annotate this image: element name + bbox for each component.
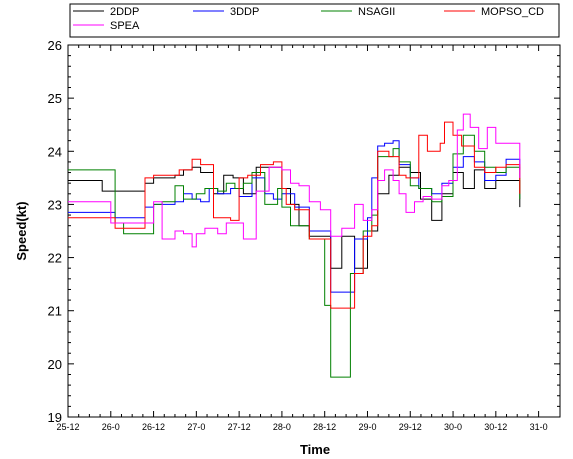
- series-line-mopso-cd: [68, 121, 521, 309]
- x-tick-label: 29-0: [358, 422, 376, 432]
- legend-items: 2DDP 3DDP NSAGII MOPSO_CD SPEA: [73, 6, 544, 32]
- x-tick-label: 26-12: [142, 422, 165, 432]
- legend-label: 3DDP: [230, 6, 259, 18]
- x-tick-label: 27-0: [187, 422, 205, 432]
- x-axis-title: Time: [300, 442, 330, 457]
- legend-label: 2DDP: [110, 6, 139, 18]
- x-tick-label: 26-0: [102, 422, 120, 432]
- y-tick-label: 24: [48, 144, 62, 159]
- legend: 2DDP 3DDP NSAGII MOPSO_CD SPEA: [69, 3, 560, 38]
- series-line-spea: [68, 113, 521, 248]
- x-tick-label: 27-12: [228, 422, 251, 432]
- x-tick-label: 30-12: [484, 422, 507, 432]
- y-axis: 19 20 21 22 23 24 25 26: [48, 38, 560, 425]
- legend-box: [69, 3, 560, 38]
- y-tick-label: 20: [48, 357, 62, 372]
- y-tick-label: 25: [48, 91, 62, 106]
- x-tick-label: 28-0: [273, 422, 291, 432]
- x-tick-label: 25-12: [56, 422, 79, 432]
- legend-label: SPEA: [110, 20, 140, 32]
- y-axis-title: Speed(kt): [14, 201, 29, 260]
- x-tick-label: 28-12: [313, 422, 336, 432]
- y-tick-label: 26: [48, 38, 62, 53]
- x-tick-label: 31-0: [530, 422, 548, 432]
- y-tick-label: 21: [48, 304, 62, 319]
- x-tick-label: 30-0: [444, 422, 462, 432]
- legend-label: MOPSO_CD: [481, 6, 544, 18]
- y-tick-label: 23: [48, 197, 62, 212]
- x-tick-label: 29-12: [399, 422, 422, 432]
- y-tick-label: 19: [48, 410, 62, 425]
- y-tick-label: 22: [48, 251, 62, 266]
- x-axis: 25-12 26-0 26-12 27-0 27-12 28-0 28-12 29-0 29-1…: [56, 45, 548, 432]
- series-layer: [68, 113, 521, 378]
- legend-label: NSAGII: [358, 6, 395, 18]
